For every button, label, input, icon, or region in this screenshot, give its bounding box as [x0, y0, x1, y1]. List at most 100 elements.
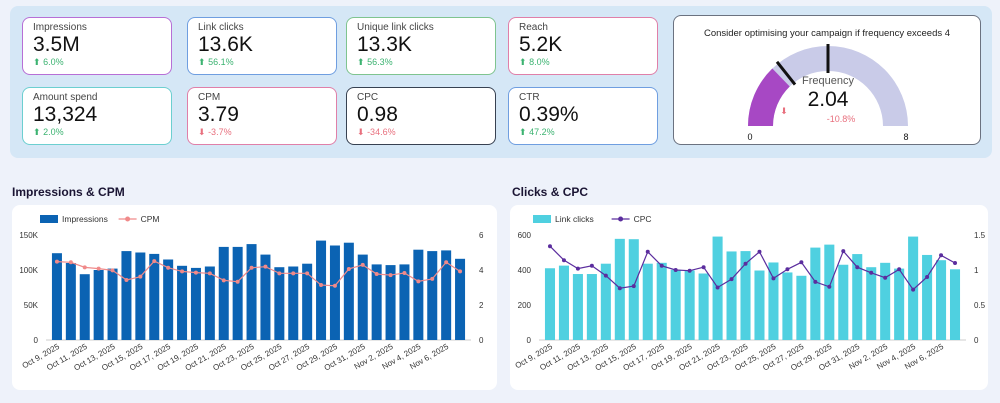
bar — [399, 264, 410, 340]
kpi-card-link-clicks: Link clicks 13.6K ⬆ 56.1% — [187, 17, 337, 75]
bar — [936, 260, 947, 340]
kpi-label: Unique link clicks — [357, 22, 434, 33]
kpi-change-value: 56.3% — [367, 57, 393, 67]
impressions-cpm-title: Impressions & CPM — [12, 185, 125, 199]
bar — [782, 272, 793, 340]
bar — [656, 262, 667, 340]
bar — [79, 274, 90, 340]
bar — [371, 264, 382, 340]
y2-tick-label: 1 — [974, 266, 979, 275]
line-point — [673, 268, 678, 272]
kpi-change: ⬇ -3.7% — [198, 127, 326, 138]
line-point — [346, 266, 351, 271]
line-point — [771, 276, 776, 281]
kpi-card-impressions: Impressions 3.5M ⬆ 6.0% — [22, 17, 172, 75]
kpi-card-cpc: CPC 0.98 ⬇ -34.6% — [346, 87, 496, 145]
arrow-up-icon: ⬆ — [519, 57, 527, 67]
line-point — [249, 265, 254, 270]
kpi-label: Reach — [519, 22, 548, 33]
line-point — [757, 249, 762, 254]
arrow-up-icon: ⬆ — [357, 57, 365, 67]
bar — [684, 270, 695, 340]
line-point — [939, 253, 944, 258]
bar — [65, 263, 76, 340]
bar — [385, 265, 396, 340]
gauge-min: 0 — [747, 132, 752, 142]
line-point — [687, 268, 692, 273]
line-point — [444, 260, 449, 265]
line-point — [416, 279, 421, 284]
line-point — [193, 270, 198, 275]
y2-tick-label: 2 — [479, 301, 484, 310]
line-point — [953, 261, 958, 265]
bar — [894, 268, 905, 340]
bar — [838, 264, 849, 340]
line-point — [645, 249, 650, 254]
line-point — [799, 260, 804, 265]
y2-tick-label: 0 — [974, 336, 979, 345]
y-tick-label: 50K — [24, 301, 39, 310]
y-tick-label: 0 — [527, 336, 532, 345]
line-point — [813, 279, 818, 284]
line-point — [96, 266, 101, 271]
line-point — [263, 264, 268, 269]
kpi-value: 0.39% — [519, 103, 579, 126]
arrow-up-icon: ⬆ — [33, 127, 41, 137]
y2-tick-label: 0 — [479, 336, 484, 345]
bar — [600, 263, 611, 340]
line-point — [138, 274, 143, 279]
bar — [274, 267, 285, 340]
line-point — [82, 265, 87, 270]
line-point — [180, 269, 185, 274]
line-point — [152, 259, 157, 264]
line-point — [659, 263, 664, 268]
bar — [586, 274, 597, 340]
frequency-gauge-card: Consider optimising your campaign if fre… — [673, 15, 981, 145]
bar — [232, 246, 243, 340]
arrow-down-icon: ⬇ — [357, 127, 365, 137]
arrow-up-icon: ⬆ — [519, 127, 527, 137]
bar — [642, 263, 653, 340]
arrow-down-icon: ⬇ — [198, 127, 206, 137]
kpi-change-value: -3.7% — [208, 127, 232, 137]
line-point — [841, 249, 846, 254]
line-point — [166, 265, 171, 270]
kpi-value: 13.6K — [198, 33, 253, 56]
series-line — [56, 260, 461, 287]
bar — [544, 268, 556, 340]
bar — [204, 266, 215, 340]
line-point — [332, 283, 337, 288]
bar — [246, 244, 257, 340]
bar — [149, 253, 160, 340]
kpi-change-value: 8.0% — [529, 57, 550, 67]
bar — [51, 253, 62, 340]
bar — [107, 268, 118, 340]
bar — [726, 251, 737, 340]
gauge-fill — [748, 68, 790, 126]
legend-label-bars: Link clicks — [555, 214, 594, 224]
bar — [427, 251, 438, 340]
kpi-value: 0.98 — [357, 103, 398, 126]
kpi-label: CPM — [198, 92, 221, 103]
line-point — [305, 271, 310, 276]
bar — [177, 265, 188, 340]
kpi-change-value: 2.0% — [43, 127, 64, 137]
line-point — [883, 275, 888, 280]
bar — [866, 267, 877, 340]
line-point — [430, 276, 435, 281]
bar — [413, 249, 424, 340]
line-point — [360, 262, 365, 267]
bar — [93, 270, 104, 340]
line-point — [221, 278, 226, 283]
line-point — [855, 265, 860, 270]
bar — [288, 266, 299, 340]
bar — [796, 275, 807, 340]
line-point — [235, 279, 240, 284]
bar — [163, 259, 174, 340]
impressions-cpm-chart: Impressions CPM 0 50K 100K 150K 0 2 4 6 Oct 9, 202… — [12, 205, 497, 390]
kpi-value: 5.2K — [519, 33, 563, 56]
bar — [302, 263, 313, 340]
y-tick-label: 100K — [19, 266, 38, 275]
line-point — [561, 258, 566, 263]
